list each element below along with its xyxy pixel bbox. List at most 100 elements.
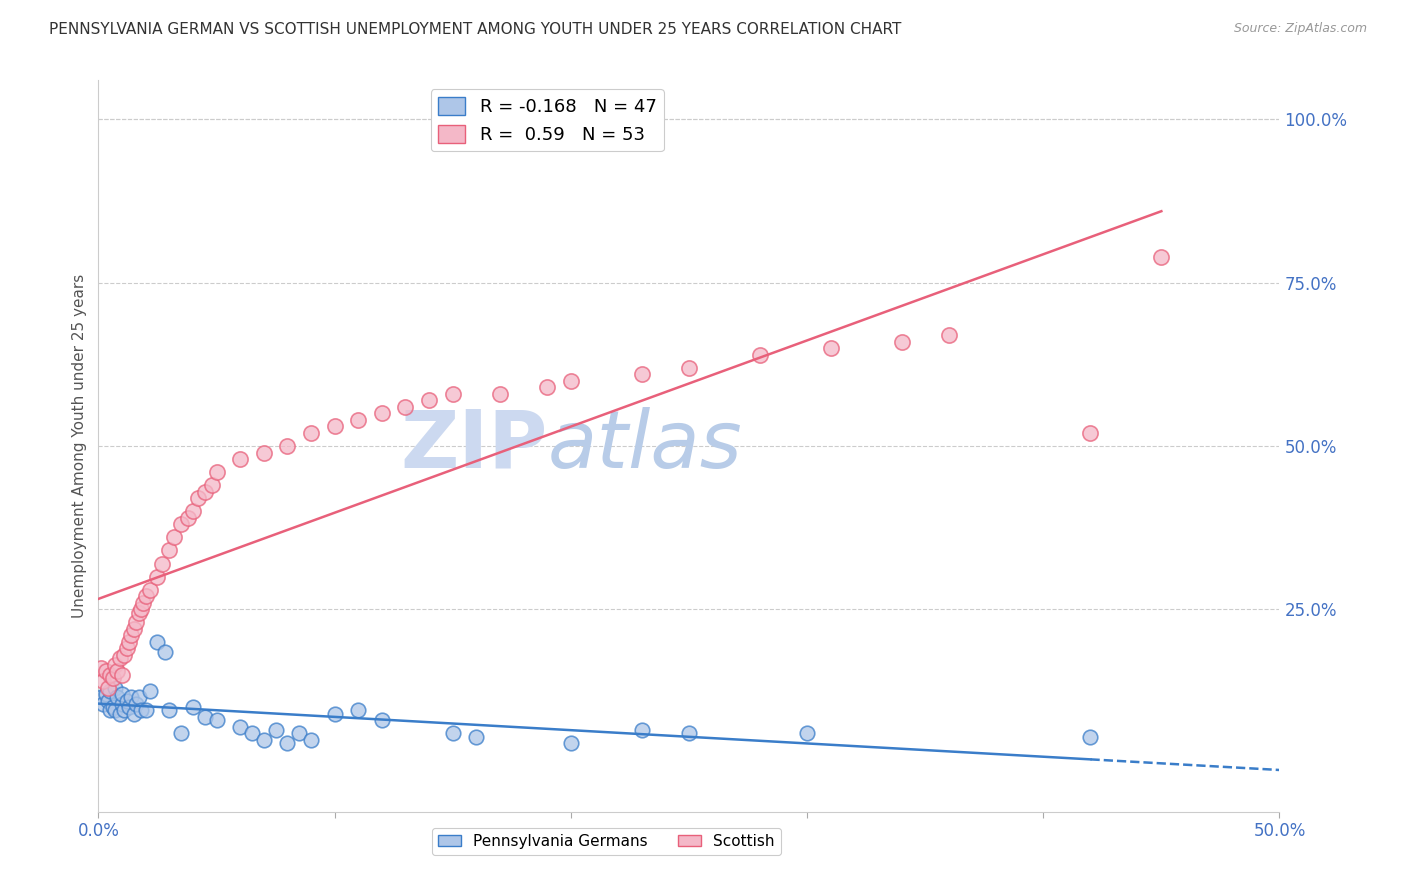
Point [630,367,652,381]
Point [115,641,138,656]
Y-axis label: Unemployment Among Youth under 25 years: Unemployment Among Youth under 25 years [72,274,87,618]
Point [181,700,204,714]
Point [441,386,464,401]
Point [187,491,209,506]
Point [253,732,276,747]
Point [90,690,112,705]
Point [128,690,150,705]
Point [1080,730,1102,744]
Point [371,714,394,728]
Point [170,517,193,532]
Point [796,726,818,740]
Point [441,726,464,740]
Point [560,736,582,750]
Point [371,406,394,420]
Point [177,511,200,525]
Point [288,726,311,740]
Point [125,697,148,711]
Text: ZIP: ZIP [399,407,547,485]
Point [205,714,228,728]
Point [104,704,127,718]
Point [748,348,770,362]
Point [678,726,700,740]
Point [323,419,346,434]
Point [201,478,224,492]
Point [121,628,143,642]
Point [181,504,204,518]
Point [820,341,842,355]
Point [630,723,652,737]
Point [323,706,346,721]
Point [111,667,134,681]
Point [347,413,370,427]
Point [98,667,121,681]
Point [157,704,180,718]
Point [153,645,176,659]
Point [418,393,440,408]
Point [264,723,287,737]
Point [122,706,145,721]
Point [489,386,512,401]
Point [205,465,228,479]
Point [122,622,145,636]
Text: PENNSYLVANIA GERMAN VS SCOTTISH UNEMPLOYMENT AMONG YOUTH UNDER 25 YEARS CORRELAT: PENNSYLVANIA GERMAN VS SCOTTISH UNEMPLOY… [49,22,901,37]
Point [97,681,120,695]
Point [465,730,488,744]
Point [135,589,157,603]
Point [104,657,127,672]
Point [128,606,150,620]
Point [91,674,114,689]
Point [132,596,155,610]
Point [560,374,582,388]
Point [115,694,138,708]
Point [94,665,117,679]
Point [108,651,131,665]
Point [94,687,117,701]
Point [108,706,131,721]
Point [90,661,112,675]
Point [194,710,217,724]
Point [229,452,252,467]
Point [118,700,141,714]
Point [536,380,558,394]
Point [1080,425,1102,440]
Point [163,530,186,544]
Point [129,602,152,616]
Point [104,681,127,695]
Point [276,736,298,750]
Point [139,582,162,597]
Point [299,732,322,747]
Point [121,690,143,705]
Point [1150,250,1173,264]
Point [139,684,162,698]
Point [129,704,152,718]
Point [170,726,193,740]
Point [347,704,370,718]
Point [118,635,141,649]
Point [678,360,700,375]
Point [150,557,173,571]
Point [157,543,180,558]
Point [253,445,276,459]
Point [101,700,124,714]
Point [394,400,416,414]
Point [135,704,157,718]
Text: Source: ZipAtlas.com: Source: ZipAtlas.com [1233,22,1367,36]
Point [146,635,169,649]
Point [229,720,252,734]
Point [112,648,135,662]
Point [299,425,322,440]
Point [101,671,124,685]
Text: atlas: atlas [547,407,742,485]
Point [194,484,217,499]
Legend: Pennsylvania Germans, Scottish: Pennsylvania Germans, Scottish [432,828,780,855]
Point [91,697,114,711]
Point [890,334,912,349]
Point [97,694,120,708]
Point [240,726,263,740]
Point [98,684,121,698]
Point [111,687,134,701]
Point [98,704,121,718]
Point [112,704,135,718]
Point [276,439,298,453]
